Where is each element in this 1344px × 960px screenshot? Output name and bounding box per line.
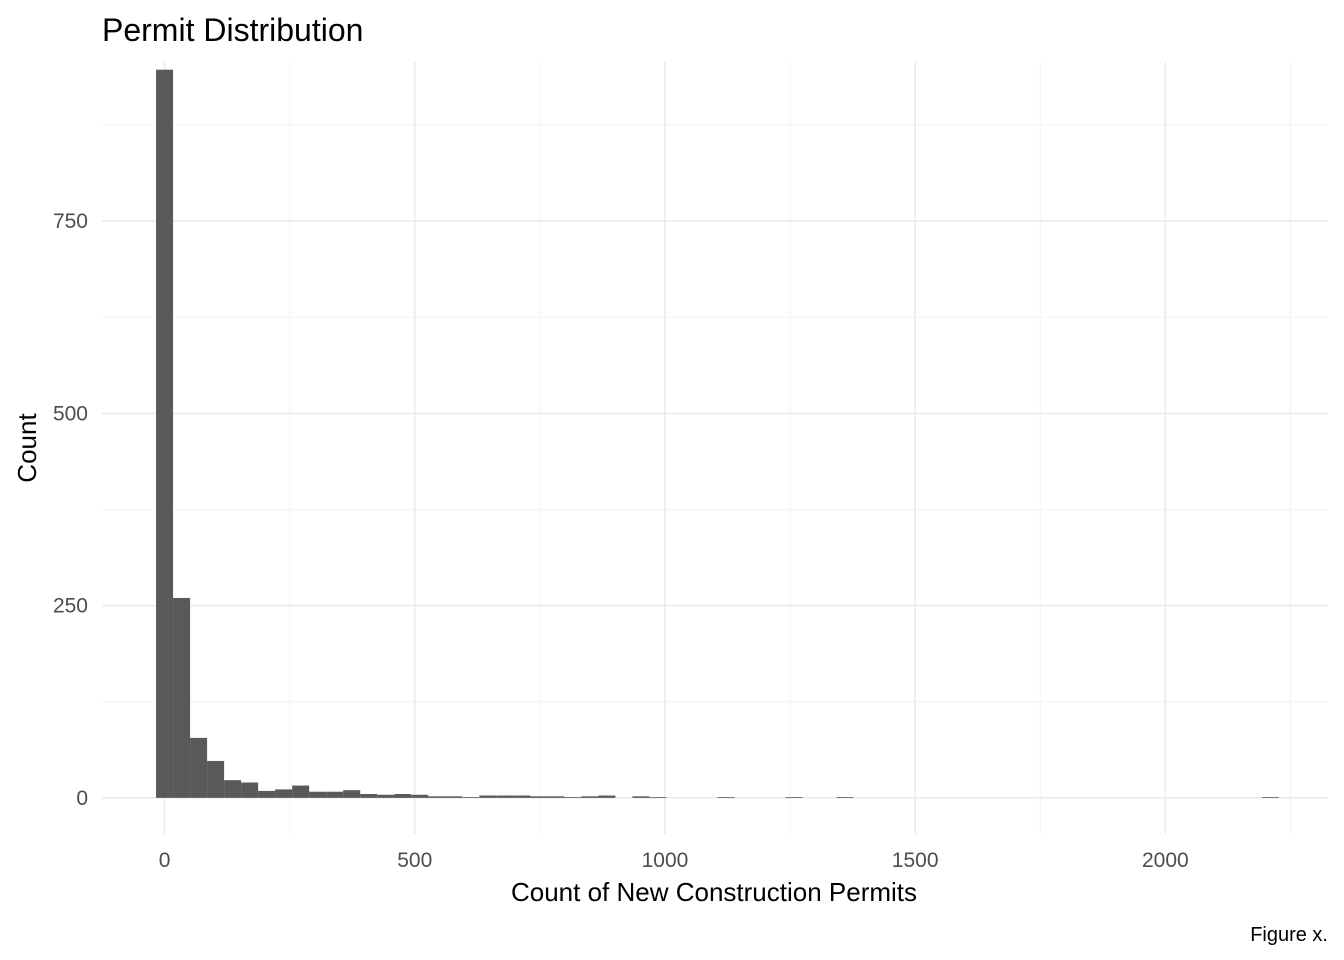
histogram-bar	[394, 794, 412, 798]
histogram-bar	[343, 790, 361, 798]
histogram-bar	[785, 797, 803, 798]
histogram-bar	[292, 785, 310, 798]
x-tick-label: 1500	[892, 849, 939, 872]
histogram-bar	[530, 796, 548, 798]
histogram-bar	[462, 797, 480, 798]
y-axis-title: Count	[12, 413, 42, 483]
histogram-bar	[513, 795, 531, 798]
figure-caption: Figure x.	[1250, 924, 1328, 946]
x-tick-label: 2000	[1142, 849, 1189, 872]
histogram-bar	[224, 780, 242, 798]
histogram-bar	[326, 791, 344, 798]
histogram-bar	[1261, 797, 1279, 798]
y-tick-label: 0	[76, 787, 88, 810]
grid-lines	[102, 62, 1328, 834]
tick-labels: 0 500 1000 1500 2000 0 250 500 750	[53, 210, 1189, 872]
histogram-bar	[241, 782, 259, 798]
histogram-bar	[173, 597, 191, 798]
histogram-bar	[632, 796, 650, 798]
histogram-bar	[190, 737, 208, 798]
histogram-bar	[428, 796, 446, 798]
histogram-bar	[717, 797, 735, 798]
y-tick-label: 250	[53, 595, 88, 618]
histogram-bar	[581, 796, 599, 798]
histogram-bar	[547, 796, 565, 798]
x-tick-label: 0	[159, 849, 171, 872]
histogram-bar	[479, 795, 497, 798]
histogram-bar	[598, 795, 616, 798]
histogram-bar	[411, 794, 429, 798]
histogram-bar	[275, 789, 293, 798]
histogram-bar	[258, 790, 276, 798]
x-axis-title: Count of New Construction Permits	[511, 877, 917, 907]
histogram-bar	[564, 797, 582, 798]
histogram-bar	[360, 794, 378, 798]
chart-title: Permit Distribution	[102, 12, 363, 48]
histogram-bar	[836, 797, 854, 798]
y-tick-label: 750	[53, 210, 88, 233]
histogram-bar	[377, 794, 395, 798]
histogram-bar	[156, 69, 174, 798]
y-tick-label: 500	[53, 402, 88, 425]
histogram-bar	[445, 796, 463, 798]
x-tick-label: 1000	[642, 849, 689, 872]
histogram-bar	[649, 797, 667, 798]
histogram-bar	[496, 795, 514, 798]
histogram-bars	[156, 69, 1279, 798]
x-tick-label: 500	[397, 849, 432, 872]
histogram-bar	[207, 760, 225, 798]
histogram-bar	[309, 791, 327, 798]
